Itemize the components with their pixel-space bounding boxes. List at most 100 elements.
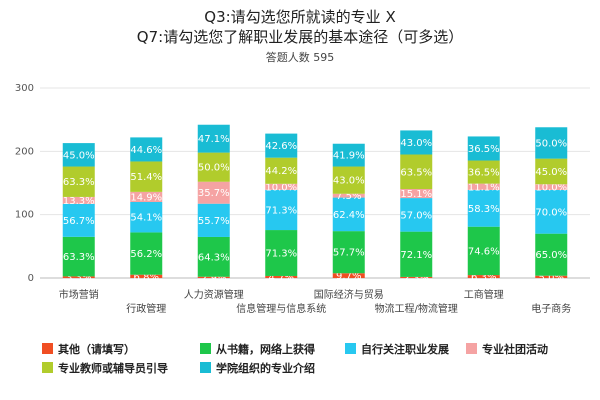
data-label: 13.3% (63, 196, 95, 207)
bar-segment (197, 236, 230, 277)
bar-segment (332, 273, 365, 278)
legend-swatch (345, 343, 356, 354)
chart-title-line-1: Q3:请勾选您所就读的专业 X (204, 8, 395, 26)
legend-swatch (466, 343, 477, 354)
bar-segment (265, 157, 298, 184)
bar-segment (467, 226, 500, 276)
bar-segment (400, 276, 433, 278)
data-label: 47.1% (198, 134, 230, 145)
y-tick-label: 200 (15, 146, 34, 157)
data-label: 10.0% (265, 182, 297, 193)
y-tick-label: 300 (15, 83, 34, 94)
data-label: 15.1% (400, 189, 432, 200)
data-label: 42.6% (265, 141, 297, 152)
data-label: 57.7% (333, 248, 365, 259)
data-label: 56.2% (130, 249, 162, 260)
bar-segment (62, 143, 95, 167)
bar-segment (265, 275, 298, 278)
data-label: 44.2% (265, 166, 297, 177)
bar-segment (62, 236, 95, 277)
legend-swatch (200, 343, 211, 354)
legend-label: 其他（请填写） (58, 342, 135, 356)
data-label: 54.1% (130, 213, 162, 224)
data-label: 65.0% (535, 250, 567, 261)
data-label: 2.9% (201, 273, 226, 284)
legend-label: 学院组织的专业介绍 (216, 361, 315, 375)
bar-segment (400, 189, 433, 199)
bar-segment (62, 203, 95, 237)
data-label: 36.5% (468, 168, 500, 179)
legend-label: 从书籍，网络上获得 (216, 342, 315, 356)
bar-segment (467, 136, 500, 161)
data-label: 45.0% (535, 167, 567, 178)
bar-segment (265, 183, 298, 190)
legend: 其他（请填写） 从书籍，网络上获得 自行关注职业发展 专业社团活动专业教师或辅导员引导… (42, 342, 548, 375)
legend-swatch (200, 362, 211, 373)
data-label: 41.9% (333, 151, 365, 162)
gridlines (40, 87, 590, 279)
data-label: 7.5% (336, 191, 361, 202)
bar-segment (130, 137, 163, 162)
bar-segment (197, 152, 230, 182)
bar-segment (332, 166, 365, 194)
bar-segment (400, 231, 433, 277)
data-label: 44.6% (130, 145, 162, 156)
bar-segment (332, 231, 365, 274)
data-label: 50.0% (535, 138, 567, 149)
bar-segment (332, 197, 365, 232)
data-label: 74.6% (468, 246, 500, 257)
bar-segment (130, 202, 163, 233)
legend-swatch (42, 343, 53, 354)
x-tick-label: 人力资源管理 (184, 288, 244, 301)
x-tick-label: 物流工程/物流管理 (375, 302, 458, 315)
data-label: 36.5% (468, 144, 500, 155)
data-label: 72.1% (400, 250, 432, 261)
data-label: 9.7% (336, 271, 361, 282)
bar-segment (197, 276, 230, 278)
y-axis: 0 100 200 300 (15, 83, 34, 284)
bar-segment (332, 193, 365, 198)
bar-segment (467, 160, 500, 184)
bar-segment (197, 181, 230, 204)
bar-segment (130, 191, 163, 202)
data-label: 6.3% (471, 272, 496, 283)
bar-segment (535, 275, 568, 278)
bar-segment (535, 189, 568, 234)
bar-segment (197, 124, 230, 153)
legend-swatch (42, 362, 53, 373)
data-label: 71.3% (265, 205, 297, 216)
data-label: 10.0% (535, 183, 567, 194)
bar-segment (467, 275, 500, 278)
data-label: 2.3% (404, 273, 429, 284)
bar-segment (265, 133, 298, 158)
bar-segment (400, 154, 433, 190)
x-tick-label: 工商管理 (464, 288, 504, 301)
legend-label: 自行关注职业发展 (361, 342, 450, 356)
bar-segment (535, 127, 568, 159)
bar-segment (535, 233, 568, 276)
data-label: 58.3% (468, 204, 500, 215)
data-label: 50.0% (198, 163, 230, 174)
data-label: 14.9% (130, 192, 162, 203)
bar-segment (62, 276, 95, 278)
bar-segment (467, 189, 500, 227)
x-tick-label: 行政管理 (126, 302, 166, 315)
data-label: 4.7% (269, 272, 294, 283)
x-tick-label: 信息管理与信息系统 (236, 302, 326, 315)
data-label: 71.3% (265, 249, 297, 260)
bar-segment (130, 161, 163, 192)
data-label: 70.0% (535, 207, 567, 218)
data-label: 35.7% (198, 188, 230, 199)
data-label: 64.3% (198, 252, 230, 263)
bars: 3.3% 63.3% 56.7% 13.3% 63.3% 45.0% 6.8% 56.2% 54… (62, 124, 568, 284)
chart-subtitle: 答题人数 595 (266, 50, 335, 64)
data-label: 5.0% (539, 272, 564, 283)
data-label: 3.3% (66, 273, 91, 284)
data-label: 57.0% (400, 210, 432, 221)
bar-segment (265, 189, 298, 231)
data-label: 43.0% (400, 138, 432, 149)
data-label: 56.7% (63, 216, 95, 227)
